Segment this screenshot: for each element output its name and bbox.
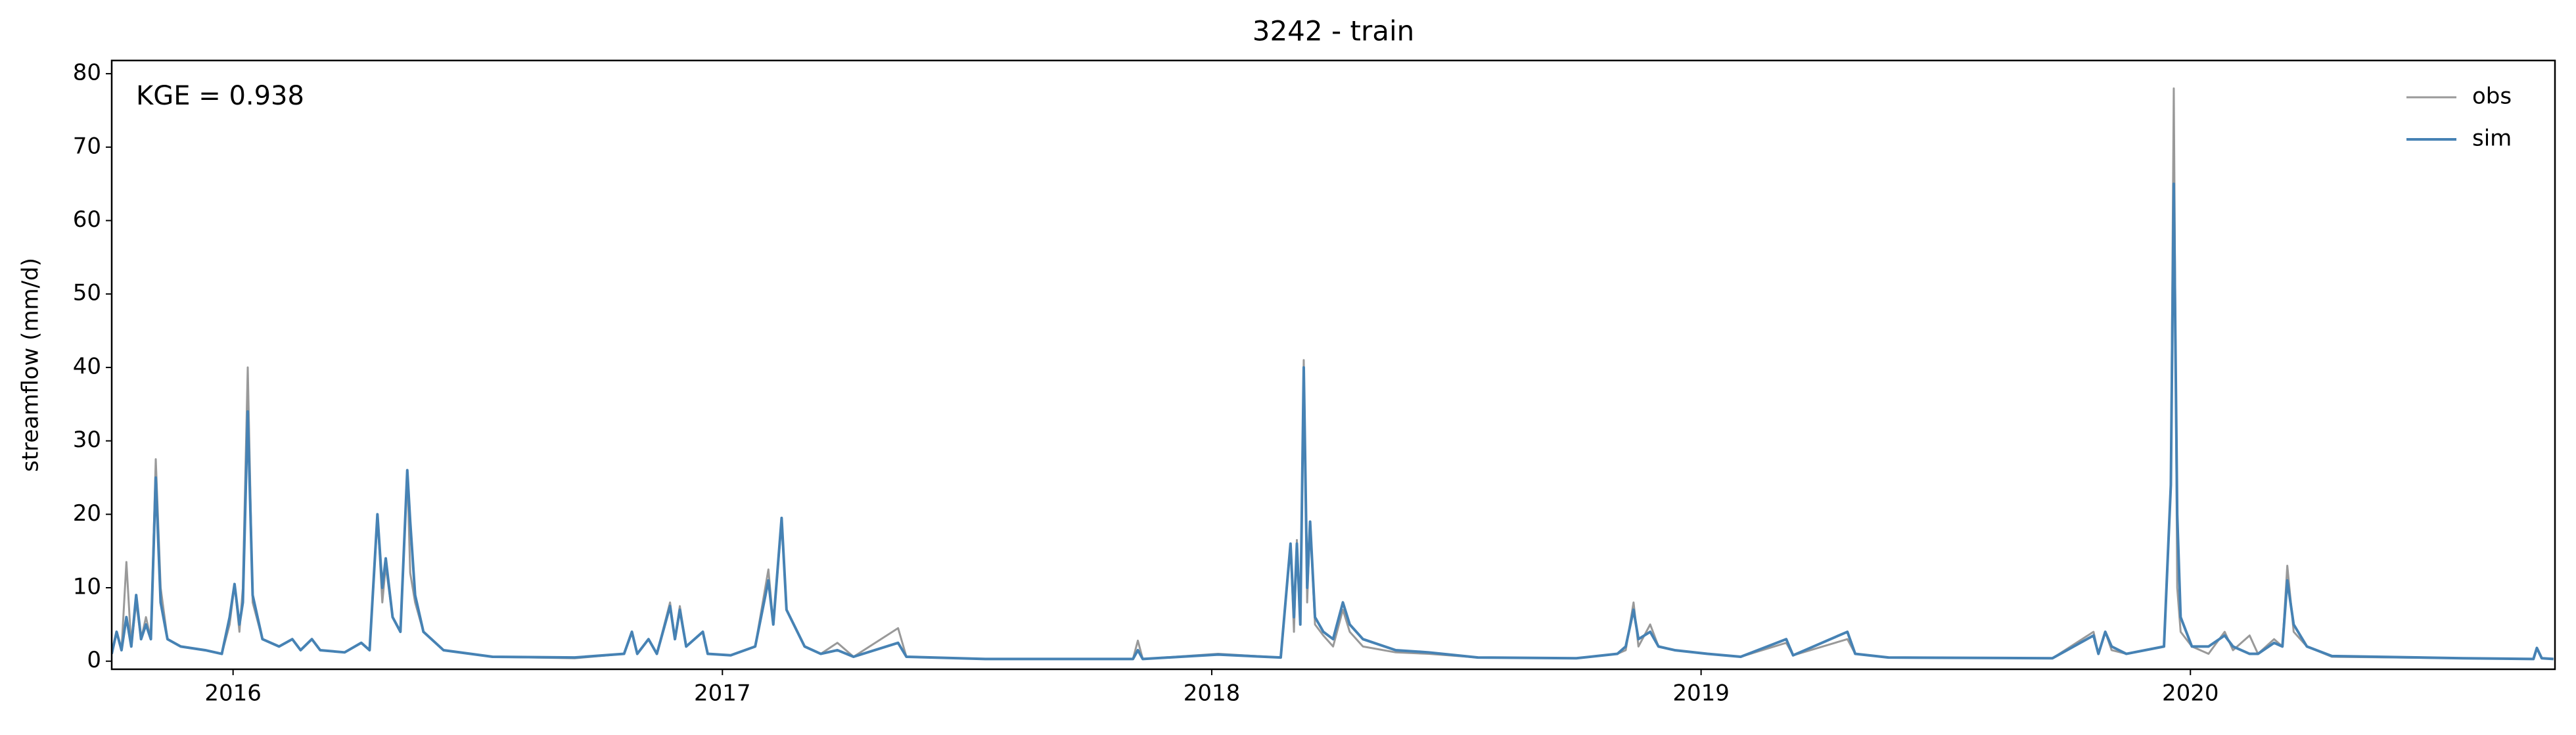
y-tick-label: 40 [73,353,101,379]
y-tick-label: 20 [73,500,101,527]
x-tick-label: 2018 [1184,680,1241,707]
series-line [112,182,2554,661]
y-tick-label: 0 [87,647,101,673]
x-tick-label: 2016 [204,680,262,707]
y-tick-label: 10 [73,574,101,600]
y-tick-label: 30 [73,427,101,453]
series-line [112,87,2554,660]
y-axis-label: streamflow (mm/d) [18,258,44,472]
y-tick-label: 80 [73,60,101,86]
x-tick-label: 2019 [1672,680,1730,707]
legend-label: obs [2472,83,2512,110]
legend-label: sim [2472,126,2512,152]
chart-title: 3242 - train [1253,15,1415,47]
annotation: KGE = 0.938 [136,81,304,111]
y-tick-label: 70 [73,133,101,159]
y-tick-label: 50 [73,280,101,306]
y-tick-label: 60 [73,206,101,233]
axes-frame [110,59,2556,671]
plot-area [112,87,2554,661]
x-tick-label: 2017 [694,680,751,707]
x-tick-label: 2020 [2162,680,2219,707]
